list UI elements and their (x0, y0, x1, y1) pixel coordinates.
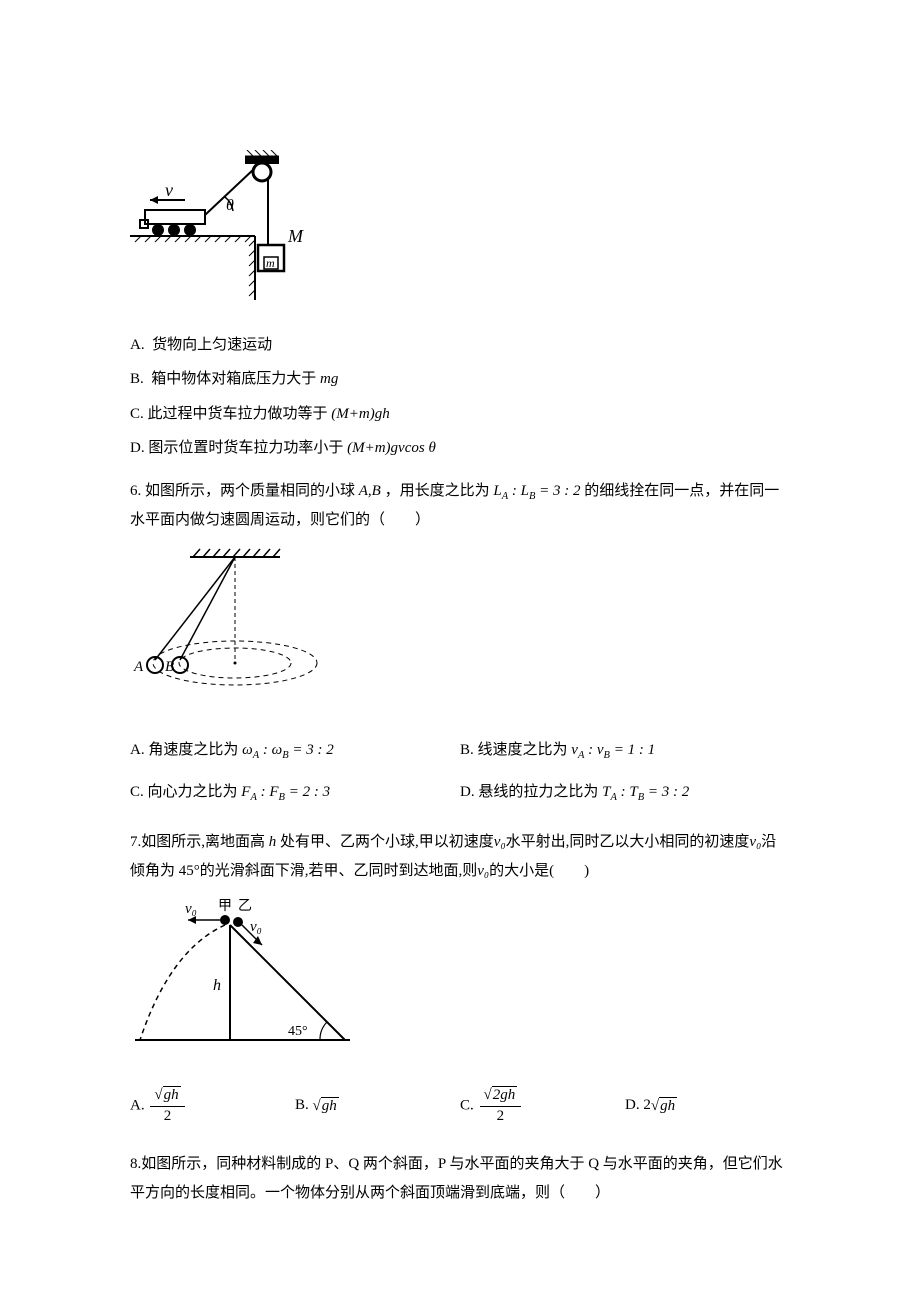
opt-label: D. (460, 784, 475, 800)
opt-expr: (M+m)gvcos θ (347, 440, 436, 456)
opt-label: C. (130, 784, 144, 800)
q6-row2: C. 向心力之比为 FA : FB = 2 : 3 D. 悬线的拉力之比为 TA… (130, 772, 790, 814)
opt-text: 悬线的拉力之比为 (478, 784, 598, 800)
opt-expr: TA : TB = 3 : 2 (602, 784, 689, 800)
q7-options: A. gh 2 B. gh C. 2gh 2 D. 2gh (130, 1086, 790, 1126)
q6-figure: A B (130, 545, 790, 711)
opt-expr: 2gh 2 (480, 1086, 522, 1126)
labelB: B (165, 659, 174, 675)
q6-p1: 如图所示，两个质量相同的小球 (145, 483, 355, 499)
opt-expr: 2gh (643, 1097, 677, 1113)
jia: 甲 (218, 899, 232, 914)
q6-ab: A,B (355, 483, 385, 499)
v-label: v (165, 180, 173, 200)
q6-option-c: C. 向心力之比为 FA : FB = 2 : 3 (130, 778, 460, 808)
opt-label: C. (460, 1097, 474, 1113)
t: 处有甲、乙两个小球,甲以初速度 (276, 834, 494, 850)
q7-option-d: D. 2gh (625, 1091, 790, 1120)
opt-expr: gh 2 (150, 1086, 184, 1126)
q6-stem: 6. 如图所示，两个质量相同的小球 A,B ，用长度之比为 LA : LB = … (130, 477, 790, 535)
opt-text: 线速度之比为 (478, 742, 568, 758)
h: h (213, 977, 221, 994)
q6-number: 6. (130, 483, 141, 499)
m-label: m (266, 256, 275, 270)
theta-label: θ (226, 197, 234, 214)
q5-figure: v θ M m (130, 150, 790, 311)
v0: v₀ (749, 834, 761, 850)
opt-label: C. (130, 406, 144, 422)
opt-expr: ωA : ωB = 3 : 2 (242, 742, 334, 758)
q6-row1: A. 角速度之比为 ωA : ωB = 3 : 2 B. 线速度之比为 vA :… (130, 730, 790, 772)
t: 如图所示,离地面高 (141, 834, 269, 850)
yi: 乙 (238, 898, 252, 914)
q7-stem: 7.如图所示,离地面高 h 处有甲、乙两个小球,甲以初速度v₀水平射出,同时乙以… (130, 828, 790, 885)
v0: v₀ (477, 863, 489, 879)
opt-expr: vA : vB = 1 : 1 (571, 742, 655, 758)
opt-label: B. (130, 371, 144, 387)
opt-label: A. (130, 742, 145, 758)
angle: 45° (288, 1024, 308, 1039)
opt-label: D. (130, 440, 145, 456)
q7-option-a: A. gh 2 (130, 1086, 295, 1126)
opt-text: 角速度之比为 (148, 742, 238, 758)
opt-text: 此过程中货车拉力做功等于 (148, 406, 328, 422)
q8-stem: 8.如图所示，同种材料制成的 P、Q 两个斜面，P 与水平面的夹角大于 Q 与水… (130, 1150, 790, 1207)
q6-option-b: B. 线速度之比为 vA : vB = 1 : 1 (460, 736, 790, 766)
v0: v₀ (494, 834, 506, 850)
q5-option-c: C. 此过程中货车拉力做功等于 (M+m)gh (130, 400, 790, 429)
q8-number: 8. (130, 1156, 141, 1172)
q6-option-d: D. 悬线的拉力之比为 TA : TB = 3 : 2 (460, 778, 790, 808)
q6-p2: ，用长度之比为 (385, 483, 490, 499)
opt-expr: (M+m)gh (331, 406, 389, 422)
q8-text: 如图所示，同种材料制成的 P、Q 两个斜面，P 与水平面的夹角大于 Q 与水平面… (130, 1156, 783, 1201)
t: 的大小是( ) (489, 863, 589, 879)
opt-label: A. (130, 1097, 145, 1113)
opt-text: 货物向上匀速运动 (152, 337, 272, 353)
q5-option-d: D. 图示位置时货车拉力功率小于 (M+m)gvcos θ (130, 434, 790, 463)
q6-ratio: LA : LB = 3 : 2 (493, 483, 580, 499)
M-label: M (287, 226, 304, 246)
v0l: v₀ (185, 901, 197, 917)
q5-option-b: B. 箱中物体对箱底压力大于 mg (130, 365, 790, 394)
opt-label: B. (295, 1097, 309, 1113)
opt-label: B. (460, 742, 474, 758)
v0r: v₀ (250, 919, 262, 935)
q7-option-c: C. 2gh 2 (460, 1086, 625, 1126)
opt-text: 箱中物体对箱底压力大于 (151, 371, 316, 387)
labelA: A (133, 659, 144, 675)
opt-text: 图示位置时货车拉力功率小于 (148, 440, 343, 456)
opt-label: D. (625, 1097, 640, 1113)
q7-number: 7. (130, 834, 141, 850)
opt-label: A. (130, 337, 145, 353)
t: 水平射出,同时乙以大小相同的初速度 (506, 834, 750, 850)
q5-option-a: A. 货物向上匀速运动 (130, 331, 790, 360)
opt-text: 向心力之比为 (148, 784, 238, 800)
opt-expr: gh (313, 1092, 339, 1121)
q7-option-b: B. gh (295, 1091, 460, 1120)
opt-expr: FA : FB = 2 : 3 (241, 784, 330, 800)
opt-expr: mg (320, 371, 338, 387)
q7-figure: v₀ v₀ 甲 乙 h 45° (130, 895, 790, 1066)
q6-option-a: A. 角速度之比为 ωA : ωB = 3 : 2 (130, 736, 460, 766)
